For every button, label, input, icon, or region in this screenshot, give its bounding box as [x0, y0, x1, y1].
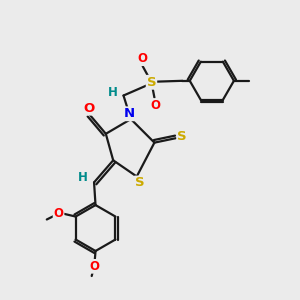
Text: H: H	[78, 171, 88, 184]
Text: S: S	[135, 176, 145, 190]
Text: O: O	[83, 102, 95, 115]
Text: N: N	[124, 107, 135, 120]
Text: O: O	[137, 52, 147, 65]
Text: O: O	[150, 99, 160, 112]
Text: S: S	[177, 130, 187, 143]
Text: O: O	[89, 260, 99, 273]
Text: H: H	[108, 86, 118, 99]
Text: S: S	[147, 76, 156, 89]
Text: O: O	[54, 207, 64, 220]
